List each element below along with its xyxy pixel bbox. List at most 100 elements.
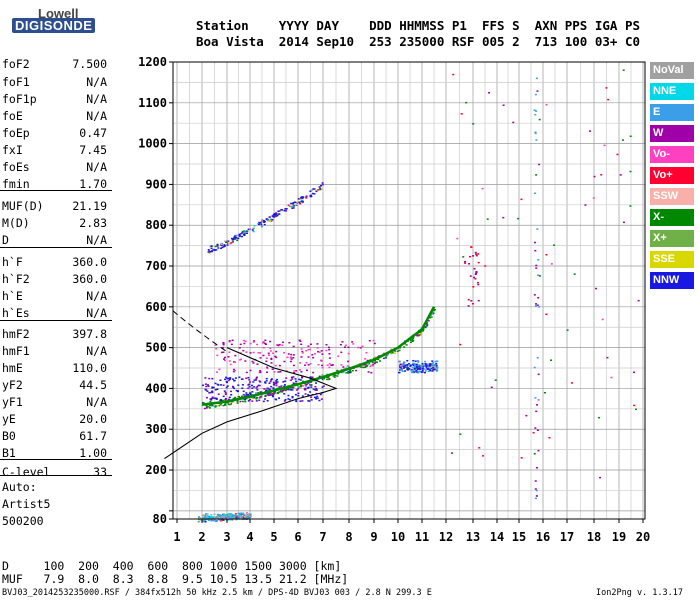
echo-point <box>274 392 277 394</box>
echo-point <box>421 366 424 369</box>
echo-point <box>269 350 272 352</box>
y-tick-label: 800 <box>145 218 167 232</box>
echo-point <box>274 215 277 217</box>
echo-point <box>263 223 266 226</box>
echo-point <box>412 337 415 340</box>
echo-point <box>538 163 541 166</box>
echo-point <box>216 354 219 357</box>
echo-point <box>285 370 288 372</box>
echo-point <box>206 384 209 386</box>
param-value: 2.83 <box>79 216 107 230</box>
x-tick-label: 15 <box>512 530 526 544</box>
echo-point <box>232 368 235 371</box>
echo-point <box>245 516 248 518</box>
echo-point <box>204 516 207 519</box>
x-tick-label: 9 <box>370 530 377 544</box>
echo-point <box>239 400 242 403</box>
echo-point <box>432 309 435 312</box>
echo-point <box>263 388 266 390</box>
echo-point <box>277 371 280 373</box>
echo-point <box>234 238 237 240</box>
param-name: yE <box>2 412 16 426</box>
echo-point <box>603 144 606 147</box>
echo-point <box>373 362 376 365</box>
echo-point <box>321 183 324 186</box>
echo-point <box>283 385 286 388</box>
echo-point <box>417 371 420 374</box>
echo-point <box>427 366 430 368</box>
echo-point <box>293 204 296 207</box>
echo-point <box>215 347 218 350</box>
echo-point <box>234 515 237 517</box>
echo-point <box>266 393 269 395</box>
echo-point <box>216 383 219 386</box>
echo-point <box>268 394 271 396</box>
echo-point <box>299 379 302 381</box>
echo-point <box>210 519 213 522</box>
param-value: 7.45 <box>79 143 107 157</box>
echo-point <box>277 391 280 394</box>
echo-point <box>259 352 262 354</box>
echo-point <box>362 366 365 369</box>
echo-point <box>477 261 480 264</box>
echo-point <box>197 520 200 523</box>
echo-point <box>288 205 291 208</box>
echo-point <box>276 378 279 381</box>
echo-point <box>244 398 247 401</box>
echo-point <box>300 371 303 373</box>
echo-point <box>225 376 228 379</box>
echo-point <box>295 400 298 403</box>
echo-point <box>471 303 474 305</box>
echo-point <box>240 378 243 380</box>
echo-point <box>230 515 233 518</box>
echo-point <box>281 341 284 344</box>
x-tick-label: 14 <box>490 530 504 544</box>
echo-point <box>296 201 299 203</box>
echo-point <box>309 378 312 380</box>
echo-point <box>290 205 293 208</box>
echo-point <box>405 344 408 346</box>
echo-point <box>275 381 278 384</box>
echo-point <box>221 514 224 517</box>
echo-point <box>219 379 222 382</box>
echo-point <box>477 283 480 286</box>
echo-point <box>372 363 375 366</box>
echo-point <box>285 377 288 379</box>
echo-point <box>276 381 279 383</box>
echo-point <box>280 385 283 387</box>
echo-point <box>294 393 297 396</box>
echo-point <box>525 414 528 417</box>
param-value: 1.70 <box>79 177 107 191</box>
param-row: yF1 N/A <box>2 395 107 409</box>
param-value: 397.8 <box>72 327 107 341</box>
echo-point <box>421 364 424 367</box>
echo-point <box>316 347 319 349</box>
echo-point <box>313 193 316 195</box>
echo-point <box>467 298 470 301</box>
echo-point <box>327 346 330 349</box>
echo-point <box>269 340 272 343</box>
echo-point <box>364 366 367 368</box>
echo-point <box>247 516 250 519</box>
echo-point <box>311 192 314 195</box>
echo-point <box>622 221 625 224</box>
echo-point <box>605 87 608 89</box>
echo-point <box>238 395 241 398</box>
echo-point <box>238 233 241 236</box>
echo-point <box>228 396 231 399</box>
echo-point <box>348 366 351 369</box>
echo-point <box>300 202 303 204</box>
echo-point <box>203 515 206 518</box>
echo-point <box>536 357 539 359</box>
x-tick-label: 6 <box>294 530 301 544</box>
echo-point <box>205 385 208 388</box>
echo-point <box>416 367 419 369</box>
echo-point <box>219 404 222 406</box>
echo-point <box>619 174 622 176</box>
echo-point <box>334 374 337 377</box>
echo-point <box>217 514 220 516</box>
echo-point <box>305 362 308 364</box>
echo-point <box>312 371 315 374</box>
param-row: C-level 33 <box>2 465 107 479</box>
echo-point <box>274 364 277 367</box>
